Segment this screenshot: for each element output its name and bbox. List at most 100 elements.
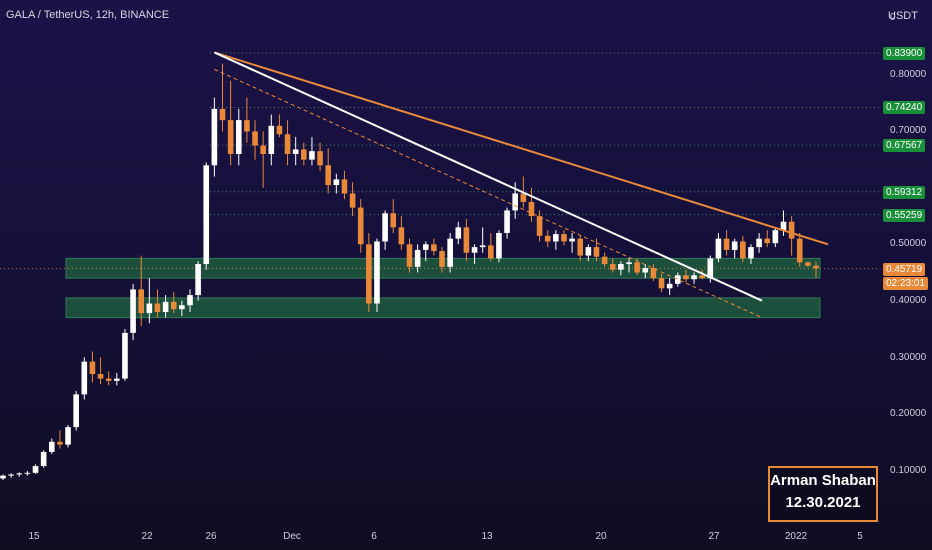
candle-body (422, 244, 429, 250)
candle-body (268, 125, 275, 154)
level-badge: 0.59312 (883, 186, 926, 199)
candle-body (105, 378, 112, 381)
candle-body (455, 227, 462, 239)
candle-body (634, 262, 640, 273)
candle-body (553, 234, 559, 242)
candle-body (65, 427, 71, 445)
candle-body (626, 262, 632, 265)
candle-body (618, 264, 624, 270)
candle-body (162, 301, 169, 312)
candle-body (73, 394, 79, 428)
candle-body (8, 474, 14, 476)
candle-body (32, 466, 39, 473)
candle-body (561, 234, 567, 242)
candle-body (788, 221, 795, 239)
candle-body (244, 120, 250, 132)
candle-body (187, 295, 193, 306)
candle-body (260, 145, 266, 154)
candle-body (504, 210, 510, 233)
price-tick: 0.70000 (890, 125, 927, 136)
price-tick: 0.40000 (890, 295, 927, 306)
candle-body (301, 149, 307, 160)
candle-body (0, 475, 6, 479)
time-tick: 15 (28, 531, 40, 542)
candle-body (138, 289, 145, 314)
candle-body (16, 473, 23, 475)
candle-body (666, 283, 673, 289)
candle-body (333, 179, 340, 186)
candle-body (390, 213, 397, 228)
candle-body (536, 216, 543, 236)
level-badge: 0.74240 (883, 101, 926, 114)
candle-body (496, 233, 502, 259)
candle-body (723, 238, 730, 250)
candle-body (195, 264, 201, 296)
candle-body (707, 258, 714, 279)
support-zone (65, 297, 821, 319)
candle-body (756, 238, 762, 248)
candle-body (57, 441, 63, 445)
price-tick-zero: 0 (890, 12, 896, 23)
candle-body (309, 151, 315, 160)
candle-body (740, 241, 746, 259)
candle-body (170, 301, 177, 310)
candle-body (650, 267, 657, 279)
candle-body (179, 305, 185, 310)
candle-body (284, 134, 291, 154)
price-tick: 0.50000 (890, 238, 927, 249)
candle-body (544, 235, 551, 242)
candle-body (601, 256, 608, 265)
candle-body (382, 213, 388, 242)
candle-body (731, 241, 738, 250)
candle-body (317, 151, 323, 166)
candle-body (276, 125, 283, 135)
white-trendline (213, 51, 763, 302)
time-tick: 6 (371, 531, 377, 542)
candle-body (748, 247, 754, 259)
candle-body (772, 230, 779, 244)
candle-body (81, 361, 88, 395)
candle-body (471, 247, 478, 253)
time-tick: 2022 (784, 531, 808, 542)
stamp-date: 12.30.2021 (785, 494, 861, 511)
candle-body (366, 244, 372, 304)
author-stamp: Arman Shaban 12.30.2021 (768, 466, 878, 522)
price-tick: 0.30000 (890, 352, 927, 363)
candle-body (146, 303, 153, 314)
candle-body (528, 201, 535, 217)
candle-body (658, 278, 665, 289)
orange-trendline (214, 51, 829, 246)
candle-body (203, 165, 210, 265)
candle-body (398, 227, 405, 245)
candle-body (406, 244, 413, 267)
candle-body (569, 238, 575, 242)
candle-body (89, 361, 96, 375)
candle-body (520, 193, 527, 202)
currency-label: USDT (888, 10, 918, 22)
price-tick: 0.80000 (890, 69, 927, 80)
candle-body (691, 275, 697, 280)
candle-body (593, 247, 600, 257)
candle-body (227, 120, 234, 154)
candle-body (764, 238, 771, 244)
candle-body (349, 193, 356, 208)
candle-body (585, 247, 592, 256)
candle-body (292, 149, 299, 154)
candle-body (154, 303, 161, 312)
candle-body (715, 238, 722, 259)
candle-body (642, 267, 649, 273)
time-tick: 27 (708, 531, 720, 542)
price-tick: 0.10000 (890, 465, 927, 476)
candle-body (252, 131, 258, 146)
price-tick: 0.20000 (890, 408, 927, 419)
level-badge: 0.83900 (883, 47, 926, 60)
candle-body (805, 262, 811, 266)
candle-body (48, 441, 55, 452)
candle-body (325, 165, 331, 186)
author-name: Arman Shaban (770, 472, 876, 489)
candle-body (414, 249, 421, 267)
candle-body (439, 251, 445, 267)
current-price-badge: 0.45719 (883, 263, 926, 276)
candle-body (235, 120, 242, 154)
